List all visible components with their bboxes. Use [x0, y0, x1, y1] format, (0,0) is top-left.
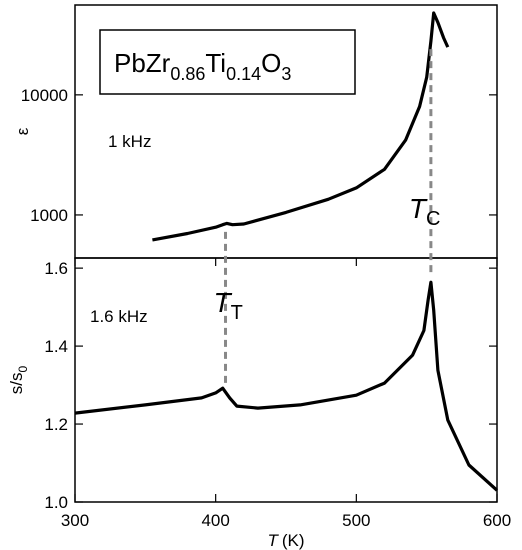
x-axis-label-symbol: T: [267, 531, 279, 550]
x-axis-label-unit: (K): [282, 531, 305, 550]
x-tick-label: 500: [342, 511, 370, 530]
y-tick-label: 1.4: [44, 337, 68, 356]
x-tick-label: 300: [61, 511, 89, 530]
y-axis-label-main: s/s: [7, 372, 26, 394]
transition-label: TC: [409, 193, 441, 230]
y-axis-label-sub: 0: [16, 365, 30, 372]
plot-frame: [74, 257, 498, 503]
frequency-label: 1.6 kHz: [90, 307, 148, 326]
y-axis-label: ε: [13, 127, 32, 135]
frequency-label: 1 kHz: [108, 132, 151, 151]
transition-label-sub: C: [426, 208, 440, 230]
transition-label-main: T: [409, 193, 428, 224]
y-tick-label: 1.0: [44, 493, 68, 512]
formula-sub: 3: [281, 64, 291, 84]
transition-label-sub: T: [231, 302, 243, 324]
formula-main: Ti: [205, 48, 226, 78]
y-tick-label: 1.6: [44, 259, 68, 278]
transition-label: TT: [214, 287, 243, 324]
x-tick-label: 400: [201, 511, 229, 530]
formula-sub: 0.86: [170, 64, 205, 84]
data-line: [152, 11, 450, 242]
y-tick-label: 10000: [21, 86, 68, 105]
formula-main: PbZr: [114, 48, 171, 78]
formula: PbZr0.86Ti0.14O3: [114, 48, 291, 84]
x-axis-label: T (K): [267, 531, 304, 550]
formula-main: O: [261, 48, 281, 78]
formula-sub: 0.14: [226, 64, 261, 84]
x-tick-label: 600: [483, 511, 511, 530]
y-axis-label: s/s0: [7, 365, 30, 394]
data-line: [74, 280, 499, 492]
y-tick-label: 1000: [30, 206, 68, 225]
formula-box: [99, 29, 356, 95]
y-tick-label: 1.2: [44, 415, 68, 434]
transition-label-main: T: [214, 287, 233, 318]
